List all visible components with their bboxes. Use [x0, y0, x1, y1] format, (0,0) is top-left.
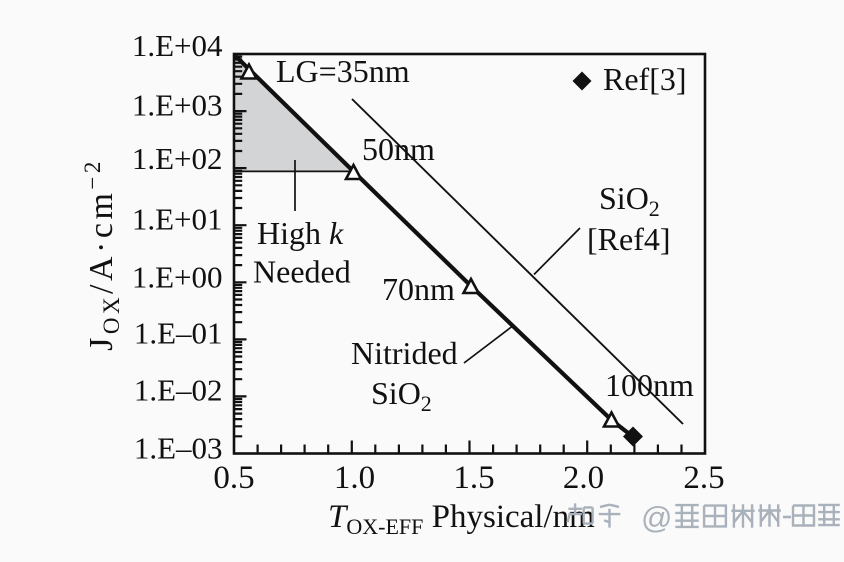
svg-text:1.E–02: 1.E–02	[134, 373, 223, 408]
svg-text:Nitrided: Nitrided	[351, 335, 458, 371]
svg-text:1.E–01: 1.E–01	[134, 316, 223, 351]
svg-text:1.0: 1.0	[334, 460, 375, 496]
svg-text:[Ref4]: [Ref4]	[587, 221, 671, 257]
svg-text:0.5: 0.5	[213, 460, 254, 496]
svg-text:@: @	[641, 500, 672, 535]
svg-text:2.0: 2.0	[563, 460, 604, 496]
svg-text:70nm: 70nm	[382, 271, 455, 307]
svg-text:1.E–03: 1.E–03	[134, 431, 223, 466]
svg-text:2.5: 2.5	[683, 460, 724, 496]
svg-text:50nm: 50nm	[362, 131, 435, 167]
svg-text:1.E+02: 1.E+02	[132, 141, 223, 176]
svg-text:TOX-EFF Physical/nm: TOX-EFF Physical/nm	[328, 499, 595, 539]
svg-text:Needed: Needed	[253, 254, 351, 290]
svg-text:1.5: 1.5	[453, 460, 494, 496]
svg-text:Ref[3]: Ref[3]	[603, 61, 687, 97]
svg-text:1.E+00: 1.E+00	[132, 260, 223, 295]
svg-text:LG=35nm: LG=35nm	[276, 53, 410, 89]
svg-text:1.E+03: 1.E+03	[132, 88, 223, 123]
svg-text:High k: High k	[257, 215, 344, 251]
svg-text:100nm: 100nm	[605, 367, 694, 403]
svg-text:1.E+04: 1.E+04	[132, 28, 223, 63]
svg-text:1.E+01: 1.E+01	[132, 202, 223, 237]
